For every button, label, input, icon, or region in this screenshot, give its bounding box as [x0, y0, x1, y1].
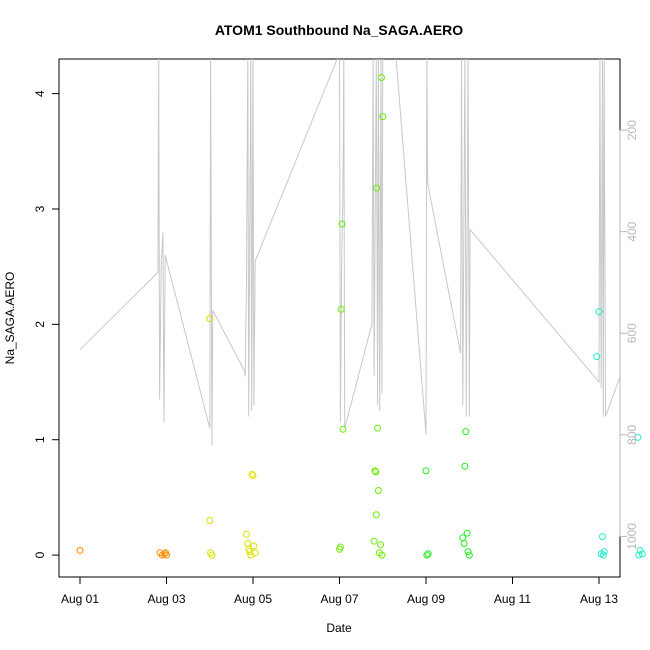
data-point — [248, 470, 256, 478]
y2-tick-label: 200 — [625, 120, 639, 140]
data-point — [423, 551, 431, 559]
data-point — [595, 308, 603, 316]
background-line — [79, 59, 620, 446]
data-point — [373, 184, 381, 192]
data-point — [372, 511, 380, 519]
data-point — [374, 424, 382, 432]
data-point — [464, 548, 472, 556]
data-point — [374, 487, 382, 494]
y2-tick-label: 600 — [625, 323, 639, 343]
y-tick-label: 0 — [33, 551, 47, 558]
data-point — [461, 462, 469, 470]
data-point — [638, 550, 646, 558]
data-point — [251, 549, 259, 557]
y-axis-label: Na_SAGA.AERO — [3, 272, 17, 365]
data-point — [339, 425, 347, 433]
chart-title: ATOM1 Southbound Na_SAGA.AERO — [215, 22, 463, 38]
x-tick-label: Aug 07 — [320, 592, 358, 606]
y-tick-label: 1 — [33, 436, 47, 443]
data-point — [599, 533, 606, 541]
data-point — [371, 467, 379, 475]
data-point — [76, 547, 84, 554]
data-point — [377, 541, 385, 549]
y-tick-label: 4 — [33, 90, 47, 97]
data-point — [379, 113, 387, 121]
y-axis: 0 1 2 3 4 — [33, 90, 60, 558]
x-tick-label: Aug 11 — [494, 592, 531, 606]
data-point — [372, 468, 380, 476]
x-tick-label: Aug 09 — [407, 592, 445, 606]
data-point — [336, 543, 344, 551]
data-point — [378, 74, 385, 81]
y2-axis: 200 400 600 800 1000 — [619, 120, 639, 550]
data-points — [76, 74, 646, 559]
data-point — [337, 305, 345, 313]
data-point — [206, 315, 214, 323]
data-point — [600, 548, 608, 556]
data-point — [244, 540, 252, 547]
x-tick-label: Aug 03 — [147, 592, 185, 606]
data-point — [370, 537, 378, 545]
data-point — [243, 530, 250, 538]
data-point — [465, 551, 473, 559]
y-tick-label: 3 — [33, 205, 47, 212]
data-point — [208, 551, 216, 559]
background-lines — [79, 59, 620, 446]
data-point — [206, 517, 214, 524]
x-tick-label: Aug 01 — [61, 592, 99, 606]
y2-tick-label: 800 — [625, 424, 639, 444]
data-point — [378, 551, 386, 559]
x-tick-label: Aug 05 — [234, 592, 272, 606]
data-point — [250, 542, 258, 550]
data-point — [599, 551, 607, 559]
data-point — [338, 220, 346, 228]
data-point — [593, 353, 601, 361]
data-point — [634, 433, 642, 441]
x-tick-label: Aug 13 — [580, 592, 618, 606]
y2-tick-label: 1000 — [625, 523, 639, 550]
data-point — [635, 551, 643, 559]
data-point — [249, 472, 257, 479]
data-point — [163, 551, 170, 559]
data-point — [462, 428, 470, 436]
y2-tick-label: 400 — [625, 221, 639, 241]
data-point — [460, 540, 468, 547]
data-point — [422, 467, 430, 475]
data-point — [463, 529, 471, 537]
y-tick-label: 2 — [33, 321, 47, 328]
x-axis-label: Date — [326, 621, 352, 635]
data-point — [424, 550, 432, 558]
x-axis: Aug 01 Aug 03 Aug 05 Aug 07 Aug 09 Aug 11 Aug … — [61, 576, 618, 606]
